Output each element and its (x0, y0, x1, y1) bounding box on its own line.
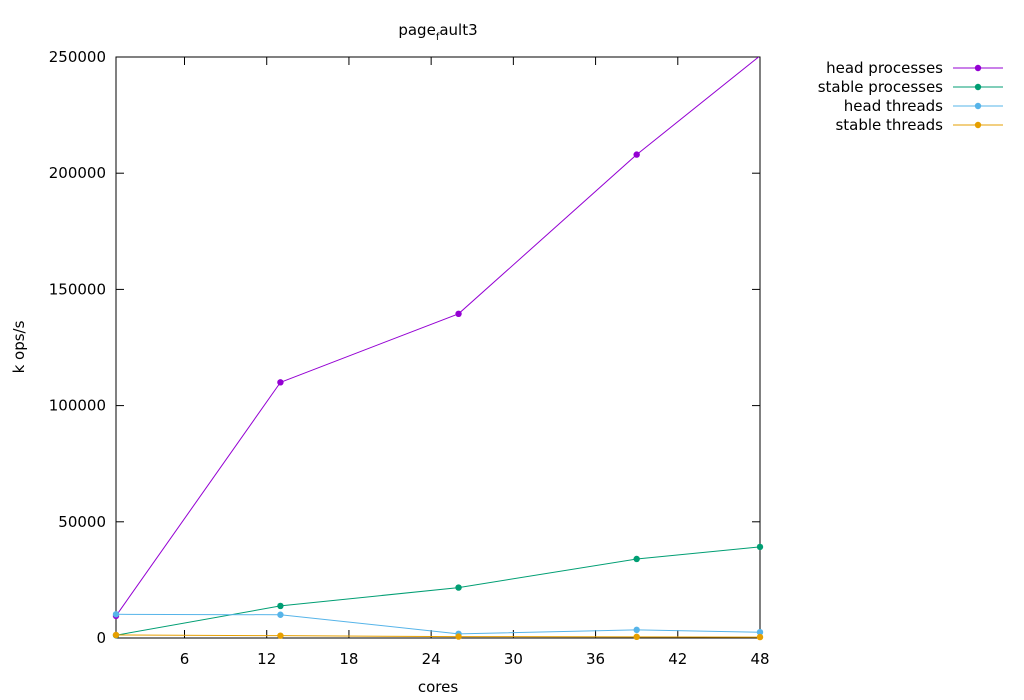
series-head-threads (112, 611, 764, 638)
y-tick-label: 100000 (49, 397, 106, 415)
data-point (455, 310, 462, 318)
data-point (455, 633, 462, 640)
y-tick-label: 50000 (58, 513, 106, 531)
x-tick-label: 36 (586, 650, 605, 668)
data-point (756, 633, 764, 641)
y-tick-label: 0 (96, 629, 106, 647)
data-point (633, 555, 640, 563)
x-tick-label: 48 (750, 650, 769, 668)
data-point (756, 543, 764, 551)
series-line (116, 634, 760, 638)
data-point (277, 632, 284, 639)
series-head-processes (112, 57, 760, 620)
data-point (455, 584, 462, 591)
series-line (116, 546, 760, 636)
y-tick-label: 200000 (49, 164, 106, 182)
y-tick-label: 150000 (49, 280, 106, 298)
data-point (112, 611, 120, 618)
plot-frame (115, 56, 761, 639)
series-line (116, 613, 760, 635)
legend-label: stable threads (835, 116, 943, 134)
data-point (277, 379, 284, 386)
legend-marker (974, 121, 982, 129)
x-tick-label: 42 (668, 650, 687, 668)
chart-title: pagefault3 (398, 21, 477, 43)
legend-marker (974, 83, 982, 91)
x-tick-label: 18 (339, 650, 358, 668)
x-tick-label: 6 (180, 650, 190, 668)
y-tick-label: 250000 (49, 48, 106, 66)
data-point (277, 602, 284, 610)
series-stable-threads (112, 631, 764, 641)
series-line (116, 57, 760, 617)
chart-title-subscript: f (436, 32, 440, 43)
legend-label: stable processes (818, 78, 943, 96)
data-point (277, 611, 284, 618)
data-point (756, 628, 764, 636)
data-point (633, 633, 640, 641)
chart-title-main: page (398, 21, 435, 39)
data-point (633, 626, 640, 634)
y-axis-title: k ops/s (10, 320, 28, 373)
axis-ticks: 0 50000 100000 150000 200000 250000 6 12 18 24 30 3… (49, 48, 770, 668)
series-group (112, 57, 764, 641)
legend-marker (974, 102, 982, 110)
legend-label: head threads (844, 97, 943, 115)
x-tick-label: 30 (504, 650, 523, 668)
chart-title-rest: ault3 (439, 21, 477, 39)
legend-marker (974, 64, 982, 72)
series-stable-processes (112, 543, 764, 639)
x-axis-title: cores (418, 678, 458, 696)
legend-label: head processes (826, 59, 943, 77)
data-point (112, 631, 120, 639)
x-tick-label: 12 (257, 650, 276, 668)
data-point (633, 151, 640, 158)
x-tick-label: 24 (422, 650, 441, 668)
